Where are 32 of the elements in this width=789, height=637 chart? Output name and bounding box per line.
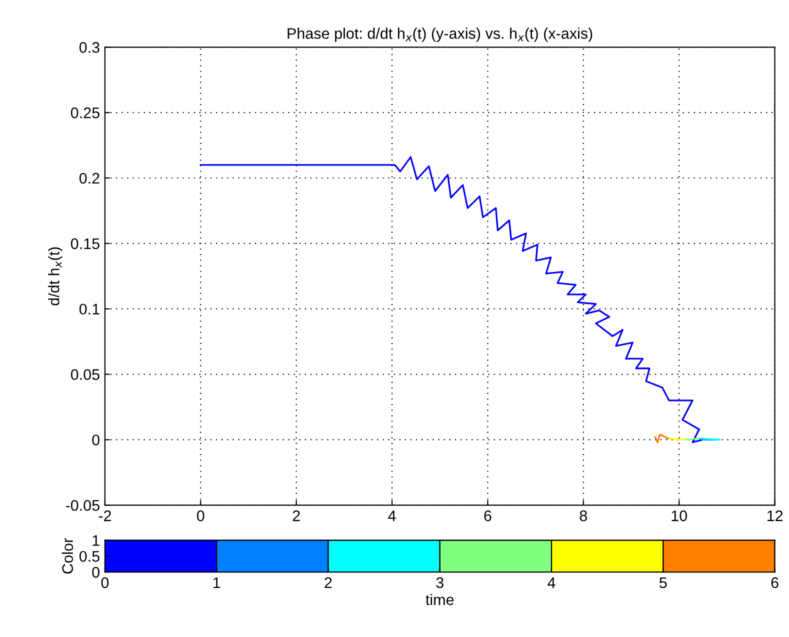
y-tick-label: 0.5 xyxy=(79,550,100,562)
x-tick-label: 5 xyxy=(660,577,667,588)
y-tick-label: 0.25 xyxy=(70,107,100,118)
y-tick-label: 0.1 xyxy=(79,304,100,315)
x-tick-label: 4 xyxy=(548,577,556,588)
x-tick-label: -2 xyxy=(98,510,111,522)
x-tick-label: 6 xyxy=(484,510,492,522)
y-tick-label: 0 xyxy=(92,566,100,578)
x-tick-label: 2 xyxy=(324,577,332,588)
y-tick-label: 0 xyxy=(92,434,100,446)
y-tick-label: 1 xyxy=(92,535,100,546)
y-tick-label: 0.15 xyxy=(70,238,100,250)
y-tick-label: 0.05 xyxy=(70,369,100,380)
line-series xyxy=(654,434,669,444)
x-tick-label: 6 xyxy=(771,577,778,588)
x-tick-label: 1 xyxy=(213,577,220,588)
y-axis-title: d/dt h$_{x}$(t) xyxy=(48,247,62,306)
x-tick-label: 4 xyxy=(388,510,396,522)
x-tick-label: 10 xyxy=(672,510,688,522)
y-tick-label: -0.05 xyxy=(66,500,100,511)
x-tick-label: 0 xyxy=(196,510,204,522)
x-tick-label: 8 xyxy=(580,510,587,522)
x-tick-label: 12 xyxy=(767,510,783,522)
y-axis-title: Color xyxy=(62,538,74,574)
chart-title: Phase plot: d/dt h$_{x}$(t) (y-axis) vs. h$_{x}$(t) (x-axis) xyxy=(288,28,592,42)
x-tick-label: 3 xyxy=(436,577,444,588)
x-tick-label: 2 xyxy=(292,510,300,522)
y-tick-label: 0.3 xyxy=(79,42,100,53)
line-series xyxy=(200,156,704,444)
x-tick-label: 0 xyxy=(101,577,109,588)
x-axis-title: time xyxy=(426,594,454,606)
y-tick-label: 0.2 xyxy=(79,172,100,184)
